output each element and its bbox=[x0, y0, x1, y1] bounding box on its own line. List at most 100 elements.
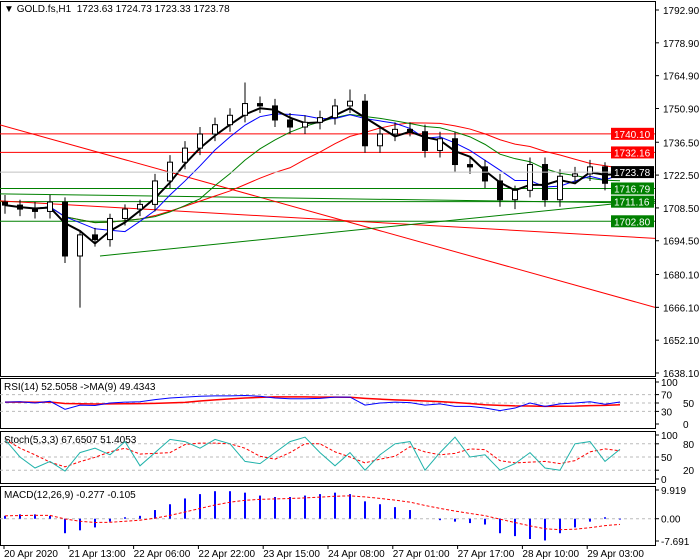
level-badge-support bbox=[611, 195, 654, 208]
macd-histogram-bar bbox=[304, 495, 306, 519]
price-tick-label: 1792.90 bbox=[663, 6, 700, 17]
candle-body bbox=[527, 164, 533, 191]
macd-histogram-bar bbox=[94, 518, 96, 528]
candle-body bbox=[302, 121, 308, 128]
candle-body bbox=[227, 114, 233, 126]
candle-body bbox=[572, 173, 578, 177]
candle-body bbox=[602, 166, 608, 184]
candle-body bbox=[317, 117, 323, 123]
level-badge-support bbox=[611, 215, 654, 228]
candle-body bbox=[152, 180, 158, 205]
mc-tick-label: -7.691 bbox=[661, 537, 690, 548]
candle-body bbox=[407, 128, 413, 133]
price-tick-label: 1750.90 bbox=[663, 104, 700, 115]
time-label: 21 Apr 13:00 bbox=[69, 549, 126, 560]
candle-body bbox=[422, 131, 428, 151]
macd-histogram-bar bbox=[244, 492, 246, 519]
time-label: 22 Apr 22:00 bbox=[198, 549, 255, 560]
macd-histogram-bar bbox=[49, 515, 51, 519]
macd-histogram-bar bbox=[154, 510, 156, 519]
macd-signal-line bbox=[4, 495, 621, 531]
candle-body bbox=[332, 105, 338, 119]
trendline-resistance bbox=[0, 200, 656, 239]
candle-body bbox=[452, 138, 458, 166]
symbol-label: GOLD.fs,H1 bbox=[16, 4, 72, 15]
close-value: 1723.78 bbox=[193, 4, 230, 15]
candle-body bbox=[392, 128, 398, 135]
time-label: 23 Apr 15:00 bbox=[263, 549, 320, 560]
candle-body bbox=[437, 138, 443, 151]
price-tick-label: 1652.10 bbox=[663, 336, 700, 347]
level-badge-resistance bbox=[611, 127, 654, 140]
rsi-tick-label: 30 bbox=[661, 407, 673, 418]
candle-body bbox=[287, 119, 293, 128]
macd-histogram-bar bbox=[529, 518, 531, 539]
trendline-support bbox=[99, 199, 656, 257]
macd-histogram-bar bbox=[574, 518, 576, 528]
open-value: 1723.63 bbox=[76, 4, 113, 15]
level-badge-support-label: 1711.16 bbox=[614, 198, 650, 209]
macd-histogram-bar bbox=[514, 518, 516, 537]
macd-histogram-bar bbox=[499, 518, 501, 534]
macd-histogram-bar bbox=[589, 518, 591, 522]
price-tick-label: 1778.90 bbox=[663, 39, 700, 50]
level-badge-support bbox=[611, 182, 654, 195]
panel-main-frame bbox=[0, 1, 656, 377]
st-tick-label: 50 bbox=[661, 453, 673, 464]
candle-body bbox=[347, 100, 353, 107]
candle-body bbox=[182, 147, 188, 163]
price-tick-label: 1708.50 bbox=[663, 204, 700, 215]
rsi-tick-label: 0 bbox=[683, 420, 689, 431]
mc-title: MACD(12,26,9) -0.277 -0.105 bbox=[4, 490, 136, 501]
candle-body bbox=[197, 133, 203, 149]
candle-body bbox=[542, 164, 548, 201]
level-badge-support-label: 1716.79 bbox=[614, 184, 651, 195]
candle-body bbox=[377, 133, 383, 147]
candle-body bbox=[107, 217, 113, 241]
candle-body bbox=[482, 166, 488, 182]
macd-histogram-bar bbox=[34, 514, 36, 519]
candle-body bbox=[272, 105, 278, 121]
current-price-badge-label: 1723.78 bbox=[614, 168, 651, 179]
candle-body bbox=[62, 201, 68, 257]
candle-body bbox=[212, 124, 218, 135]
mc-tick-label: 9.919 bbox=[661, 486, 686, 497]
macd-histogram-bar bbox=[19, 514, 21, 519]
macd-histogram-bar bbox=[199, 494, 201, 519]
macd-histogram-bar bbox=[604, 517, 606, 519]
candle-body bbox=[497, 180, 503, 201]
candle-body bbox=[257, 103, 263, 107]
macd-histogram-bar bbox=[469, 518, 471, 524]
macd-histogram-bar bbox=[4, 515, 6, 519]
macd-histogram-bar bbox=[109, 518, 111, 522]
dropdown-triangle-icon[interactable]: ▼ bbox=[4, 4, 14, 15]
low-value: 1723.33 bbox=[154, 4, 191, 15]
macd-histogram-bar bbox=[379, 504, 381, 519]
macd-histogram-bar bbox=[409, 510, 411, 519]
candle-body bbox=[47, 201, 53, 212]
candle-body bbox=[77, 234, 83, 257]
price-tick-label: 1736.50 bbox=[663, 138, 700, 149]
macd-histogram-bar bbox=[274, 497, 276, 519]
price-tick-label: 1680.10 bbox=[663, 271, 700, 282]
price-tick-label: 1722.50 bbox=[663, 171, 700, 182]
chart-header: ▼ GOLD.fs,H1 1723.63 1724.73 1723.33 172… bbox=[4, 4, 230, 15]
macd-histogram-bar bbox=[259, 495, 261, 519]
macd-histogram-bar bbox=[349, 494, 351, 519]
macd-histogram-bar bbox=[484, 518, 486, 525]
candle-body bbox=[557, 175, 563, 201]
macd-histogram-bar bbox=[184, 498, 186, 519]
macd-histogram-bar bbox=[64, 518, 66, 534]
macd-histogram-bar bbox=[319, 494, 321, 519]
rsi-tick-label: 50 bbox=[683, 399, 695, 410]
st-tick-label: 100 bbox=[661, 431, 678, 442]
level-badge-resistance-label: 1732.16 bbox=[614, 148, 651, 159]
candle-body bbox=[467, 164, 473, 168]
high-value: 1724.73 bbox=[115, 4, 152, 15]
candle-body bbox=[2, 201, 8, 206]
candle-body bbox=[92, 234, 98, 241]
rsi-tick-label: 100 bbox=[661, 378, 678, 389]
candle-body bbox=[32, 208, 38, 212]
